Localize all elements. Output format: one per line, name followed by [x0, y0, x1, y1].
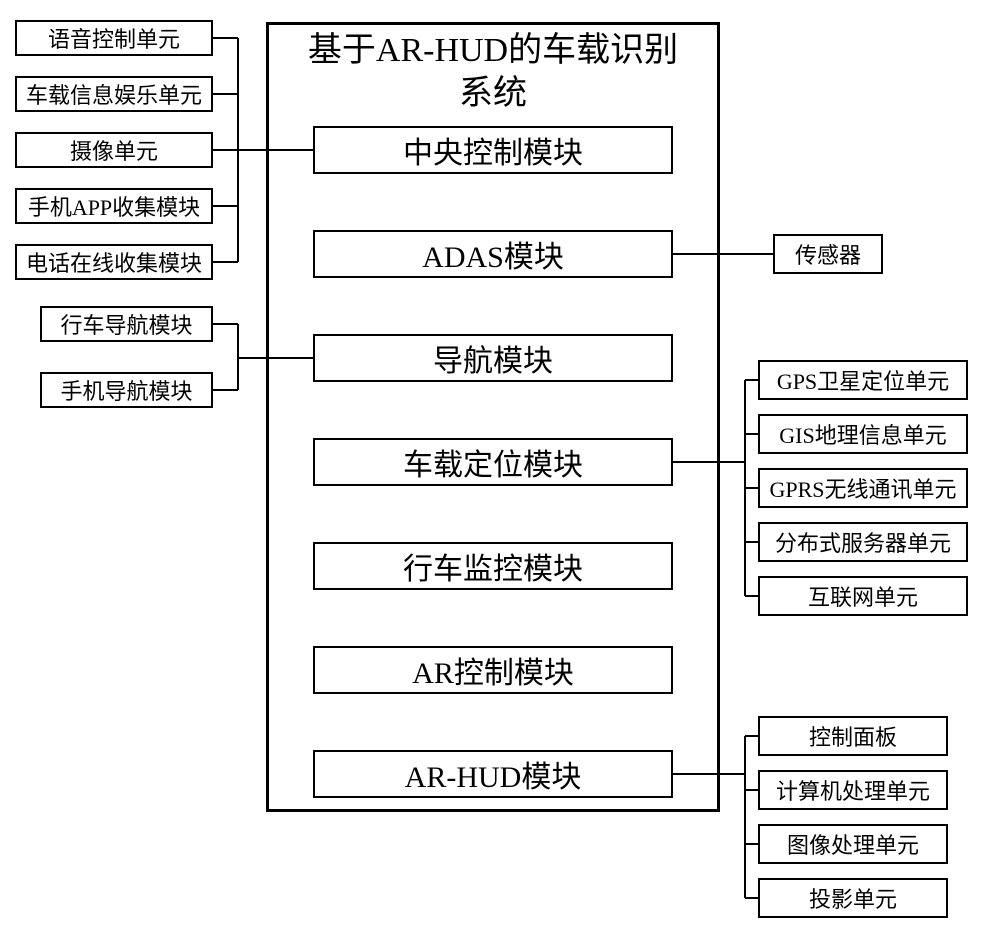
module-adas: ADAS模块: [313, 230, 673, 278]
module-mobile-app: 手机APP收集模块: [15, 188, 213, 224]
unit-voice-control: 语音控制单元: [15, 20, 213, 56]
unit-camera: 摄像单元: [15, 132, 213, 168]
module-navigation: 导航模块: [313, 334, 673, 382]
module-monitoring: 行车监控模块: [313, 542, 673, 590]
unit-infotainment: 车载信息娱乐单元: [15, 76, 213, 112]
unit-gps: GPS卫星定位单元: [758, 360, 968, 400]
unit-control-panel: 控制面板: [758, 716, 948, 756]
unit-image-processing: 图像处理单元: [758, 824, 948, 864]
module-ar-control: AR控制模块: [313, 646, 673, 694]
unit-gis: GIS地理信息单元: [758, 414, 968, 454]
unit-sensor: 传感器: [773, 234, 883, 274]
unit-projection: 投影单元: [758, 878, 948, 918]
unit-internet: 互联网单元: [758, 576, 968, 616]
module-central-control: 中央控制模块: [313, 126, 673, 174]
unit-distributed-server: 分布式服务器单元: [758, 522, 968, 562]
system-title: 基于AR-HUD的车载识别系统: [284, 30, 702, 115]
module-driving-nav: 行车导航模块: [40, 306, 213, 342]
unit-computer-processing: 计算机处理单元: [758, 770, 948, 810]
module-mobile-nav: 手机导航模块: [40, 372, 213, 408]
unit-gprs: GPRS无线通讯单元: [758, 468, 968, 508]
module-ar-hud: AR-HUD模块: [313, 750, 673, 798]
module-phone-online: 电话在线收集模块: [15, 244, 213, 280]
module-positioning: 车载定位模块: [313, 438, 673, 486]
